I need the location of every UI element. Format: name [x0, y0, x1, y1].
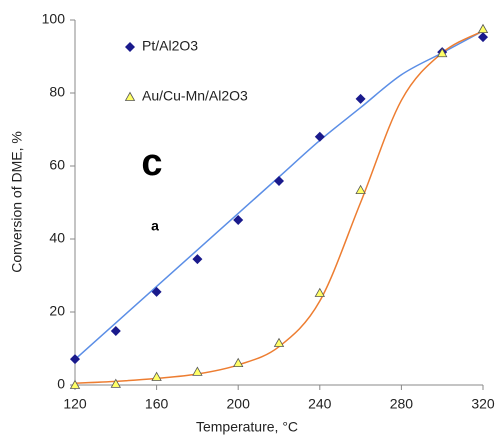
annotation: c	[141, 142, 162, 184]
x-tick-label: 240	[308, 396, 332, 412]
point	[151, 286, 162, 297]
legend-label: Pt/Al2O3	[142, 38, 198, 54]
x-tick-label: 160	[145, 396, 169, 412]
point	[233, 215, 244, 226]
x-tick-label: 280	[390, 396, 414, 412]
y-tick-label: 100	[42, 11, 66, 27]
point	[477, 23, 489, 34]
y-tick-label: 60	[49, 157, 65, 173]
x-tick-label: 320	[471, 396, 495, 412]
point	[110, 325, 121, 336]
point	[273, 337, 285, 347]
point	[274, 175, 284, 186]
y-tick-label: 40	[49, 230, 65, 246]
x-axis-label: Temperature, °C	[196, 419, 298, 435]
point	[314, 287, 325, 297]
y-tick-label: 0	[57, 376, 65, 392]
y-axis-label: Conversion of DME, %	[9, 131, 25, 273]
annotation: a	[151, 218, 159, 234]
x-tick-label: 120	[63, 396, 87, 412]
point	[233, 357, 244, 367]
point	[69, 379, 81, 389]
point	[151, 371, 162, 381]
point	[478, 32, 488, 43]
point	[192, 254, 203, 265]
point	[437, 47, 448, 58]
point	[355, 93, 366, 104]
point	[192, 366, 203, 376]
legend-marker	[124, 91, 136, 101]
legend-label: Au/Cu-Mn/Al2O3	[142, 88, 248, 104]
point	[70, 354, 80, 365]
fit-line	[74, 30, 484, 361]
point	[110, 378, 121, 388]
legend-marker	[125, 42, 135, 52]
point	[314, 131, 325, 142]
fit-line	[74, 30, 484, 384]
y-tick-label: 80	[49, 84, 65, 100]
y-tick-label: 20	[49, 303, 65, 319]
point	[355, 184, 366, 194]
x-tick-label: 200	[227, 396, 251, 412]
